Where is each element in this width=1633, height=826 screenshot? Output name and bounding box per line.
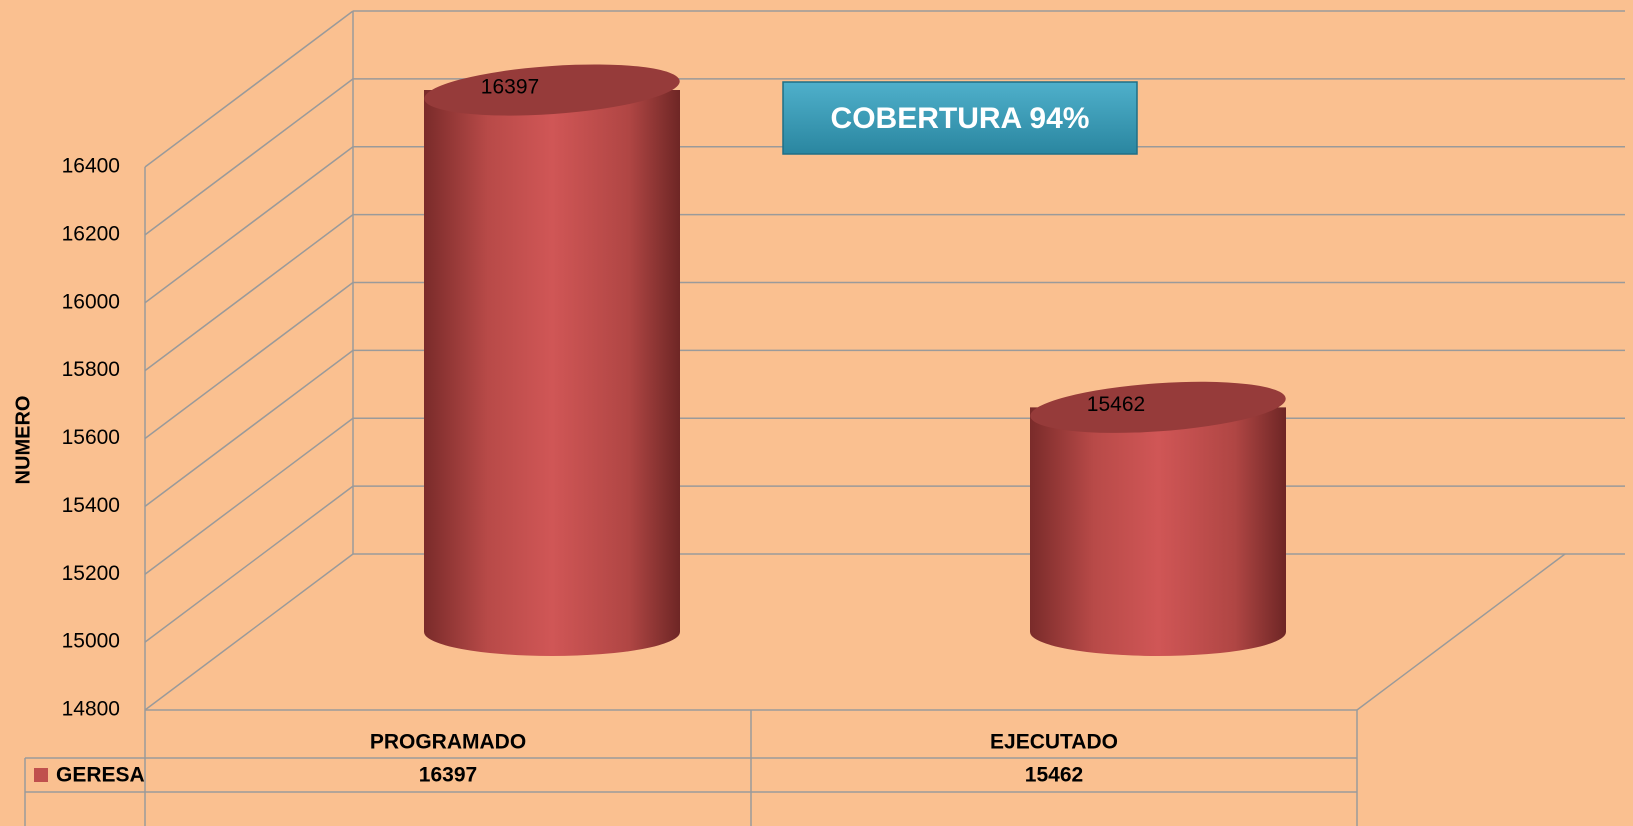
y-tick-label: 15400 xyxy=(62,494,120,517)
grid-line xyxy=(144,146,354,304)
data-label: 15462 xyxy=(1087,393,1145,416)
annotation-box xyxy=(782,81,1138,155)
table-value: 15462 xyxy=(1025,764,1083,787)
y-tick-label: 16200 xyxy=(62,222,120,245)
table-value: 16397 xyxy=(419,764,477,787)
cylinder xyxy=(424,64,680,656)
y-tick-label: 16000 xyxy=(62,290,120,313)
cylinder-body xyxy=(424,90,680,656)
grid-line xyxy=(144,214,354,372)
legend-swatch xyxy=(34,768,48,782)
grid-line xyxy=(144,78,354,236)
y-axis-label: NUMERO xyxy=(12,396,34,485)
grid-line xyxy=(144,349,354,507)
x-tick-label: EJECUTADO xyxy=(990,731,1118,754)
cylinder xyxy=(1030,381,1286,656)
floor-edge xyxy=(1356,553,1566,711)
y-tick-label: 15000 xyxy=(62,630,120,653)
grid-line xyxy=(144,281,354,440)
annotation: COBERTURA 94% xyxy=(831,102,1090,135)
data-label: 16397 xyxy=(481,76,539,99)
y-tick-label: 15200 xyxy=(62,562,120,585)
x-tick-label: PROGRAMADO xyxy=(370,731,526,754)
grid-line xyxy=(144,10,354,168)
cylinder-top xyxy=(1030,381,1286,433)
y-tick-label: 16400 xyxy=(62,155,120,178)
grid-line xyxy=(144,485,354,643)
cylinder-body xyxy=(1030,407,1286,656)
y-tick-label: 15800 xyxy=(62,358,120,381)
grid-line xyxy=(144,553,354,711)
grid-line xyxy=(144,417,354,575)
y-tick-label: 15600 xyxy=(62,426,120,449)
y-tick-label: 14800 xyxy=(62,698,120,721)
cylinder-top xyxy=(424,64,680,116)
legend-label: GERESA xyxy=(56,764,145,787)
